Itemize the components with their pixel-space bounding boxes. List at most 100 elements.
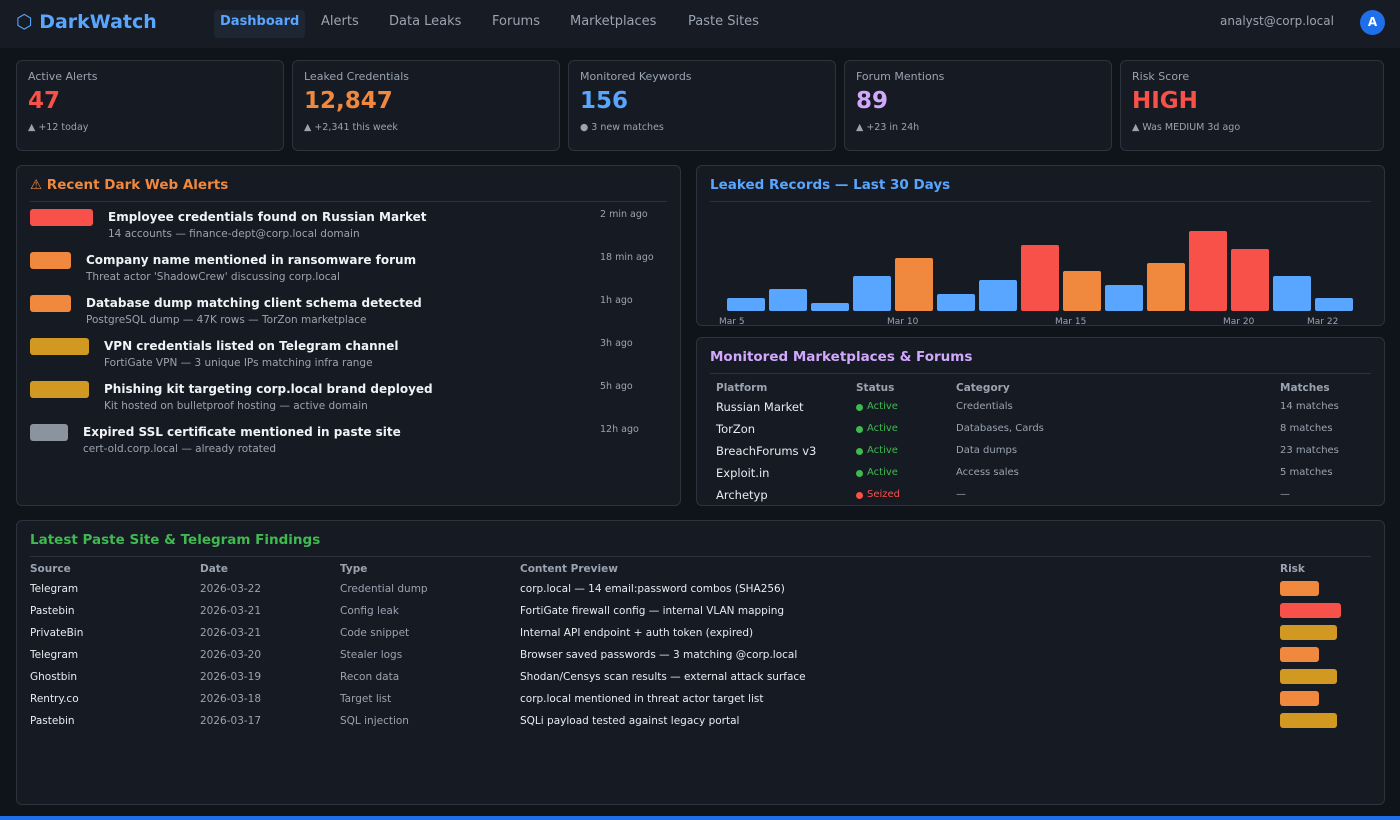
kpi-note: ▲ +2,341 this week: [304, 122, 398, 133]
panel-title: Latest Paste Site & Telegram Findings: [30, 532, 320, 548]
nav-item[interactable]: Marketplaces: [570, 10, 656, 38]
bar: [937, 294, 975, 311]
kpi-value: 156: [580, 88, 628, 114]
alert-title[interactable]: Employee credentials found on Russian Ma…: [108, 210, 427, 224]
nav-item[interactable]: Alerts: [321, 10, 359, 38]
alert-title[interactable]: Database dump matching client schema det…: [86, 296, 422, 310]
type: Credential dump: [340, 583, 428, 595]
matches: 14 matches: [1280, 401, 1339, 412]
status: Active: [867, 423, 898, 434]
chart-panel: Leaked Records — Last 30 DaysMar 5Mar 10…: [696, 165, 1385, 326]
kpi-note: ▲ Was MEDIUM 3d ago: [1132, 122, 1240, 133]
nav-item[interactable]: Data Leaks: [389, 10, 461, 38]
matches: 5 matches: [1280, 467, 1333, 478]
date: 2026-03-21: [200, 605, 261, 617]
x-tick-label: Mar 15: [1055, 317, 1086, 327]
nav-item[interactable]: Forums: [492, 10, 540, 38]
risk-badge: [1280, 603, 1341, 618]
category: —: [956, 489, 966, 500]
kpi-value: HIGH: [1132, 88, 1198, 114]
kpi-label: Forum Mentions: [856, 70, 944, 83]
risk-badge: [1280, 713, 1337, 728]
alert-title[interactable]: Phishing kit targeting corp.local brand …: [104, 382, 433, 396]
matches: 8 matches: [1280, 423, 1333, 434]
content-preview: corp.local mentioned in threat actor tar…: [520, 693, 763, 705]
alert-time: 3h ago: [600, 338, 633, 349]
bar-chart: Mar 5Mar 10Mar 15Mar 20Mar 22: [697, 202, 1386, 327]
x-tick-label: Mar 10: [887, 317, 919, 327]
type: Recon data: [340, 671, 399, 683]
status: Active: [867, 445, 898, 456]
content-preview: SQLi payload tested against legacy porta…: [520, 715, 739, 727]
nav-item[interactable]: Dashboard: [214, 10, 305, 38]
panel-title: ⚠ Recent Dark Web Alerts: [30, 177, 228, 193]
kpi-value: 47: [28, 88, 60, 114]
column-header: Type: [340, 563, 367, 575]
nav-item[interactable]: Paste Sites: [688, 10, 759, 38]
content-preview: Browser saved passwords — 3 matching @co…: [520, 649, 797, 661]
column-header: Category: [956, 382, 1010, 394]
kpi-label: Leaked Credentials: [304, 70, 409, 83]
type: Config leak: [340, 605, 399, 617]
status-dot: [856, 470, 863, 477]
severity-badge: [30, 338, 89, 355]
divider: [710, 373, 1371, 374]
divider: [30, 556, 1371, 557]
category: Data dumps: [956, 445, 1017, 456]
source: Pastebin: [30, 605, 75, 617]
alert-detail: FortiGate VPN — 3 unique IPs matching in…: [104, 357, 373, 369]
column-header: Platform: [716, 382, 767, 394]
risk-badge: [1280, 581, 1319, 596]
type: Stealer logs: [340, 649, 402, 661]
date: 2026-03-22: [200, 583, 261, 595]
platform: Exploit.in: [716, 466, 769, 480]
date: 2026-03-17: [200, 715, 261, 727]
bar: [1315, 298, 1353, 311]
source: PrivateBin: [30, 627, 83, 639]
risk-badge: [1280, 647, 1319, 662]
date: 2026-03-21: [200, 627, 261, 639]
findings-panel: Latest Paste Site & Telegram FindingsSou…: [16, 520, 1385, 805]
kpi-label: Risk Score: [1132, 70, 1189, 83]
markets-panel: Monitored Marketplaces & ForumsPlatformS…: [696, 337, 1385, 506]
brand[interactable]: ⬡ DarkWatch: [16, 11, 157, 33]
matches: —: [1280, 489, 1290, 500]
status-dot: [856, 426, 863, 433]
alert-time: 1h ago: [600, 295, 633, 306]
kpi-card: Leaked Credentials 12,847 ▲ +2,341 this we…: [292, 60, 560, 151]
alert-title[interactable]: Company name mentioned in ransomware for…: [86, 253, 416, 267]
type: Code snippet: [340, 627, 409, 639]
kpi-card: Risk Score HIGH ▲ Was MEDIUM 3d ago: [1120, 60, 1384, 151]
date: 2026-03-20: [200, 649, 261, 661]
source: Rentry.co: [30, 693, 79, 705]
status-dot: [856, 448, 863, 455]
kpi-card: Forum Mentions89▲ +23 in 24h: [844, 60, 1112, 151]
source: Telegram: [30, 649, 78, 661]
column-header: Matches: [1280, 382, 1330, 394]
status: Active: [867, 401, 898, 412]
x-tick-label: Mar 22: [1307, 317, 1338, 327]
column-header: Risk: [1280, 563, 1305, 575]
matches: 23 matches: [1280, 445, 1339, 456]
bar: [1105, 285, 1143, 311]
bar: [769, 289, 807, 311]
type: SQL injection: [340, 715, 409, 727]
platform: Archetyp: [716, 488, 768, 502]
avatar[interactable]: A: [1360, 10, 1385, 35]
risk-badge: [1280, 691, 1319, 706]
user-email[interactable]: analyst@corp.local: [1220, 14, 1334, 28]
source: Ghostbin: [30, 671, 77, 683]
platform: Russian Market: [716, 400, 803, 414]
bar: [1189, 231, 1227, 311]
panel-title: Monitored Marketplaces & Forums: [710, 349, 972, 365]
alert-title[interactable]: VPN credentials listed on Telegram chann…: [104, 339, 398, 353]
severity-badge: [30, 209, 93, 226]
divider: [30, 201, 667, 202]
severity-badge: [30, 295, 71, 312]
kpi-card: Active Alerts47▲ +12 today: [16, 60, 284, 151]
status-dot: [856, 492, 863, 499]
alert-title[interactable]: Expired SSL certificate mentioned in pas…: [83, 425, 401, 439]
kpi-value: 12,847: [304, 88, 393, 114]
status: Active: [867, 467, 898, 478]
